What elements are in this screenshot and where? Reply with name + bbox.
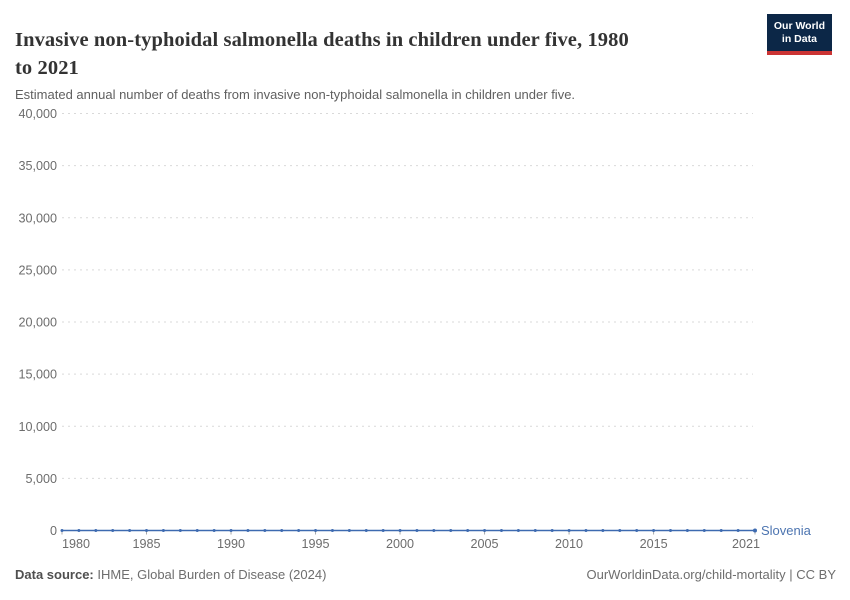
data-point-marker[interactable] bbox=[618, 529, 622, 532]
data-point-marker[interactable] bbox=[314, 529, 318, 532]
x-axis-tick-label: 2000 bbox=[386, 537, 414, 551]
data-point-marker[interactable] bbox=[736, 529, 740, 532]
x-axis-tick-label: 2010 bbox=[555, 537, 583, 551]
data-point-marker[interactable] bbox=[212, 529, 216, 532]
data-point-marker[interactable] bbox=[668, 529, 672, 532]
data-point-marker[interactable] bbox=[635, 529, 639, 532]
data-point-marker[interactable] bbox=[685, 529, 689, 532]
y-axis-tick-label: 30,000 bbox=[18, 211, 57, 225]
y-axis-tick-label: 20,000 bbox=[18, 316, 57, 330]
y-axis-tick-label: 10,000 bbox=[18, 420, 57, 434]
x-axis-tick-label: 1990 bbox=[217, 537, 245, 551]
data-point-marker[interactable] bbox=[60, 529, 64, 532]
data-point-marker[interactable] bbox=[94, 529, 98, 532]
y-axis-tick-label: 5,000 bbox=[25, 472, 57, 486]
chart-subtitle: Estimated annual number of deaths from i… bbox=[15, 87, 576, 102]
data-point-marker[interactable] bbox=[550, 529, 554, 532]
data-source-label: Data source: bbox=[15, 567, 94, 582]
data-point-marker[interactable] bbox=[449, 529, 453, 532]
owid-logo[interactable]: Our World in Data bbox=[766, 14, 832, 55]
data-point-marker[interactable] bbox=[753, 528, 757, 533]
owid-logo-line1: Our World bbox=[773, 20, 825, 32]
data-point-marker[interactable] bbox=[128, 529, 132, 532]
x-axis-tick-label: 2015 bbox=[640, 537, 668, 551]
data-point-marker[interactable] bbox=[246, 529, 250, 532]
data-point-marker[interactable] bbox=[195, 529, 199, 532]
y-axis-tick-label: 15,000 bbox=[18, 368, 57, 382]
chart-title: Invasive non-typhoidal salmonella deaths… bbox=[15, 26, 760, 82]
data-point-marker[interactable] bbox=[77, 529, 81, 532]
data-point-marker[interactable] bbox=[533, 529, 537, 532]
data-source: Data source: IHME, Global Burden of Dise… bbox=[15, 567, 326, 582]
data-point-marker[interactable] bbox=[483, 529, 487, 532]
data-point-marker[interactable] bbox=[398, 529, 402, 532]
x-axis-tick-label: 1980 bbox=[62, 537, 90, 551]
data-point-marker[interactable] bbox=[111, 529, 115, 532]
x-axis-tick-label: 2005 bbox=[471, 537, 499, 551]
data-point-marker[interactable] bbox=[432, 529, 436, 532]
data-point-marker[interactable] bbox=[584, 529, 588, 532]
y-axis-tick-label: 0 bbox=[50, 524, 57, 538]
data-point-marker[interactable] bbox=[381, 529, 385, 532]
data-point-marker[interactable] bbox=[347, 529, 351, 532]
data-point-marker[interactable] bbox=[652, 529, 656, 532]
data-point-marker[interactable] bbox=[330, 529, 334, 532]
owid-logo-line2: in Data bbox=[781, 33, 817, 45]
x-axis-tick-label: 2021 bbox=[732, 537, 760, 551]
chart-title-line2: to 2021 bbox=[15, 56, 79, 79]
data-point-marker[interactable] bbox=[415, 529, 419, 532]
data-point-marker[interactable] bbox=[178, 529, 182, 532]
data-point-marker[interactable] bbox=[297, 529, 301, 532]
y-axis-tick-label: 40,000 bbox=[18, 107, 57, 121]
data-point-marker[interactable] bbox=[145, 529, 149, 532]
data-point-marker[interactable] bbox=[280, 529, 284, 532]
data-point-marker[interactable] bbox=[567, 529, 571, 532]
x-axis-tick-label: 1985 bbox=[132, 537, 160, 551]
data-point-marker[interactable] bbox=[499, 529, 503, 532]
y-axis-tick-label: 25,000 bbox=[18, 263, 57, 277]
data-point-marker[interactable] bbox=[601, 529, 605, 532]
data-point-marker[interactable] bbox=[702, 529, 706, 532]
chart-title-line1: Invasive non-typhoidal salmonella deaths… bbox=[15, 28, 629, 51]
chart-footer: Data source: IHME, Global Burden of Dise… bbox=[15, 567, 836, 582]
data-point-marker[interactable] bbox=[364, 529, 368, 532]
data-point-marker[interactable] bbox=[466, 529, 470, 532]
data-point-marker[interactable] bbox=[516, 529, 520, 532]
data-source-text: IHME, Global Burden of Disease (2024) bbox=[93, 567, 327, 582]
data-point-marker[interactable] bbox=[263, 529, 267, 532]
y-axis-tick-label: 35,000 bbox=[18, 159, 57, 173]
data-point-marker[interactable] bbox=[229, 529, 233, 532]
data-point-marker[interactable] bbox=[719, 529, 723, 532]
x-axis-tick-label: 1995 bbox=[302, 537, 330, 551]
credit-link[interactable]: OurWorldinData.org/child-mortality | CC … bbox=[586, 567, 837, 582]
series-label-slovenia[interactable]: Slovenia bbox=[761, 523, 812, 538]
data-point-marker[interactable] bbox=[161, 529, 165, 532]
